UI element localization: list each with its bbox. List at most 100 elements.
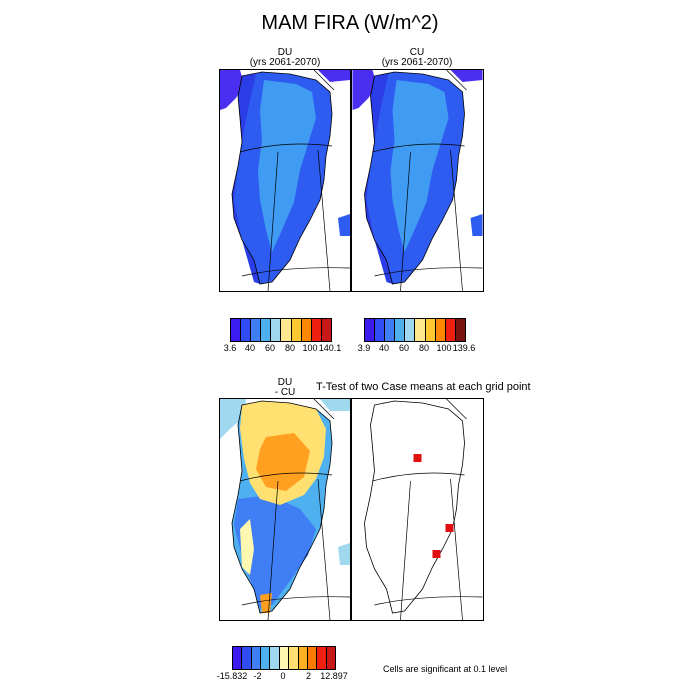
map-diff-svg [220,399,350,620]
colorbar-tick-label: 40 [244,343,255,353]
map-du-svg [220,70,350,291]
map-cu-svg [352,70,483,291]
colorbar-swatch [261,647,271,669]
colorbar-swatch [365,319,376,341]
colorbar-diff [232,646,336,670]
latitude-line-1 [372,143,465,153]
colorbar-diff-labels: -15.832 -2 0 2 12.897 [217,671,348,685]
panel-du-title: DU (yrs 2061-2070) [219,48,351,68]
colorbar-tick-label: 2 [305,671,311,681]
iceland-patch [470,214,483,236]
panel-diff-title-line2: - CU [274,387,296,398]
colorbar-du-labels: 3.6 40 60 80 100 140.1 [224,343,342,357]
meridian-2 [317,478,331,620]
panel-diff-title: DU - CU [219,378,351,398]
map-panel-diff [219,398,351,621]
significant-cell [445,524,454,532]
colorbar-swatch [261,319,272,341]
colorbar-swatch [242,647,252,669]
meridian-1 [267,151,279,291]
interior-light-blue [258,80,316,252]
ellesmere-region [352,70,377,110]
colorbar-tick-label: 100 [436,343,452,353]
svalbard-strip [450,70,483,82]
colorbar-cu [364,318,466,342]
colorbar-cu-labels: 3.9 40 60 80 100 139.6 [358,343,476,357]
coastline [231,400,333,614]
latitude-line-2 [374,596,483,606]
east-light-yellow [240,519,254,575]
colorbar-tick-label: 40 [378,343,389,353]
coastline [364,71,465,285]
significant-cell [432,550,441,558]
colorbar-swatch [317,647,327,669]
center-orange [256,433,310,491]
colorbar-swatch [251,647,262,669]
meridian-2 [450,478,463,620]
panel-du-title-line2: (yrs 2061-2070) [249,57,321,68]
map-panel-du [219,69,351,292]
meridian-1 [267,480,279,620]
meridian-1 [400,151,411,291]
colorbar-du [230,318,332,342]
meridian-2 [317,149,331,291]
colorbar-tick-label: 80 [418,343,429,353]
panel-cu-title-line1: CU [409,47,425,58]
significant-cell [413,454,422,462]
colorbar-tick-label: -2 [253,671,262,681]
colorbar-swatch [311,319,322,341]
figure-title: MAM FIRA (W/m^2) [261,12,439,34]
meridian-3 [446,399,467,420]
colorbar-swatch [307,647,318,669]
colorbar-tick-label: 100 [302,343,318,353]
svalbard-strip [318,70,350,82]
ne-blue-patch [320,399,350,411]
colorbar-swatch [270,647,280,669]
coastline [364,400,465,614]
meridian-3 [313,399,335,420]
colorbar-swatch [279,647,290,669]
colorbar-swatch [405,319,416,341]
panel-cu-title: CU (yrs 2061-2070) [351,48,483,68]
colorbar-swatch [415,319,426,341]
map-ttest-svg [364,399,483,620]
colorbar-swatch [281,319,292,341]
colorbar-tick-label: 12.897 [320,671,348,681]
colorbar-tick-label: 3.9 [357,343,371,353]
meridian-1 [400,480,411,620]
colorbar-swatch [385,319,396,341]
latitude-line-1 [239,472,333,482]
colorbar-tick-label: 3.6 [223,343,237,353]
colorbar-swatch [241,319,252,341]
nw-blue-patch [220,399,246,439]
interior-light-blue [390,80,449,252]
colorbar-swatch [425,319,436,341]
colorbar-tick-label: 139.6 [452,343,476,353]
colorbar-swatch [326,647,335,669]
colorbar-tick-label: 140.1 [318,343,342,353]
meridian-2 [450,149,463,291]
coastline [231,71,333,285]
colorbar-swatch [321,319,331,341]
latitude-line-2 [374,267,483,277]
map-panel-ttest [351,398,484,621]
colorbar-swatch [301,319,312,341]
iceland-patch [338,214,350,236]
colorbar-swatch [231,319,242,341]
colorbar-swatch [375,319,386,341]
colorbar-swatch [395,319,406,341]
colorbar-swatch [271,319,282,341]
colorbar-swatch [445,319,456,341]
ellesmere-region [220,70,244,110]
colorbar-swatch [251,319,262,341]
latitude-line-1 [239,143,333,153]
colorbar-tick-label: 60 [398,343,409,353]
colorbar-tick-label: 60 [264,343,275,353]
colorbar-tick-label: -15.832 [216,671,248,681]
meridian-3 [313,70,335,91]
colorbar-swatch [298,647,308,669]
significance-note: Cells are significant at 0.1 level [383,664,508,674]
colorbar-tick-label: 0 [280,671,286,681]
meridian-3 [446,70,467,91]
latitude-line-2 [241,267,350,277]
